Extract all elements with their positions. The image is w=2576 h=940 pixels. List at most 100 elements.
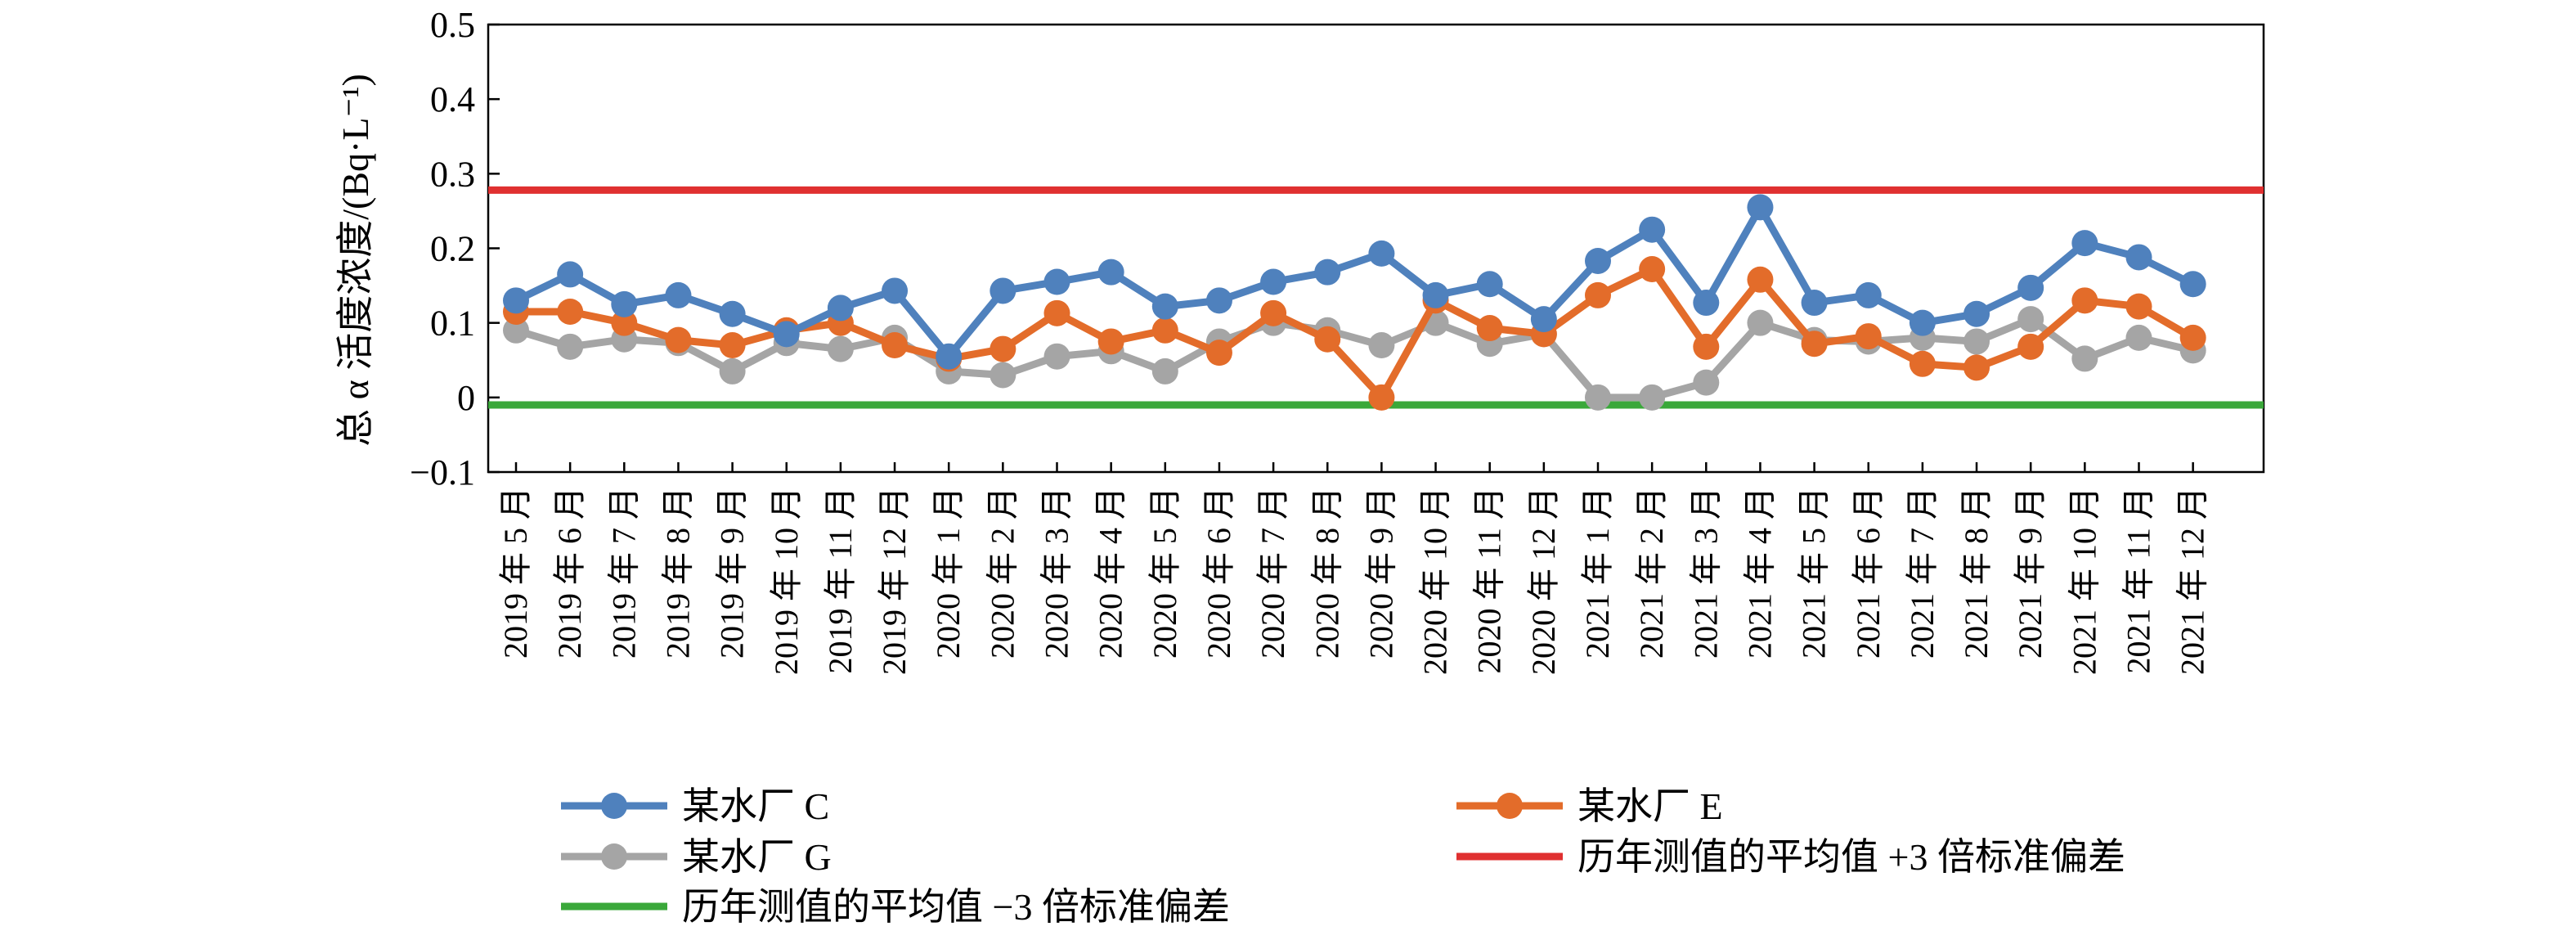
data-point xyxy=(1205,340,1232,367)
legend-label: 某水厂 G xyxy=(682,836,832,878)
data-point xyxy=(773,321,800,348)
x-tick-label: 2020 年 9 月 xyxy=(1362,487,1399,659)
data-point xyxy=(2071,345,2098,372)
legend-entry-3: 某水厂 G xyxy=(561,836,832,878)
x-tick-label: 2020 年 1 月 xyxy=(930,487,967,659)
legend-marker xyxy=(601,793,627,819)
y-tick-label: −0.1 xyxy=(410,452,475,492)
data-point xyxy=(1476,315,1503,342)
data-point xyxy=(882,332,909,359)
y-tick-label: 0.5 xyxy=(430,5,475,45)
y-tick-labels: −0.1 0 0.1 0.2 0.3 0.4 0.5 xyxy=(410,5,475,492)
data-point xyxy=(611,290,638,317)
x-tick-label: 2020 年 2 月 xyxy=(984,487,1021,659)
x-tick-label: 2021 年 1 月 xyxy=(1579,487,1616,659)
data-point xyxy=(665,326,692,353)
data-point xyxy=(1639,216,1666,243)
x-tick-label: 2019 年 5 月 xyxy=(497,487,534,659)
x-tick-label: 2021 年 9 月 xyxy=(2012,487,2049,659)
x-tick-label: 2020 年 10 月 xyxy=(1417,487,1454,675)
data-point xyxy=(1422,281,1449,308)
x-tick-labels: 2019 年 5 月 2019 年 6 月 2019 年 7 月 2019 年 8 月… xyxy=(497,487,2211,675)
legend-entry-4: 历年测值的平均值 +3 倍标准偏差 xyxy=(1456,836,2125,878)
data-point xyxy=(2125,244,2152,271)
legend-label: 某水厂 E xyxy=(1577,785,1723,827)
y-tick-label: 0 xyxy=(457,378,475,418)
x-tick-label: 2020 年 12 月 xyxy=(1525,487,1562,675)
data-point xyxy=(1747,266,1774,293)
data-point xyxy=(557,298,584,325)
data-point xyxy=(719,300,746,327)
data-point xyxy=(1963,328,1990,355)
data-point xyxy=(1151,358,1178,385)
data-point xyxy=(1368,332,1395,359)
data-point xyxy=(1043,299,1070,326)
y-axis-label: 总 α 活度浓度/(Bq·L⁻¹) xyxy=(334,74,376,447)
data-point xyxy=(665,281,692,308)
data-point xyxy=(2125,324,2152,351)
x-tick-label: 2019 年 8 月 xyxy=(659,487,696,659)
data-point xyxy=(2071,230,2098,257)
data-point xyxy=(1585,247,1611,274)
x-tick-label: 2019 年 7 月 xyxy=(605,487,642,659)
data-point xyxy=(1043,343,1070,370)
data-point xyxy=(2017,306,2044,333)
data-point xyxy=(503,317,529,344)
data-point xyxy=(1097,328,1124,355)
data-point xyxy=(1314,259,1341,286)
legend-marker xyxy=(601,843,627,870)
x-tick-label: 2020 年 8 月 xyxy=(1308,487,1345,659)
y-tick-label: 0.2 xyxy=(430,229,475,269)
data-point xyxy=(2017,333,2044,360)
legend-entry-2: 某水厂 E xyxy=(1456,785,1723,827)
data-point xyxy=(719,358,746,385)
axes xyxy=(487,23,2265,474)
data-point xyxy=(1260,299,1287,326)
x-tick-label: 2021 年 2 月 xyxy=(1633,487,1670,659)
data-point xyxy=(2125,293,2152,320)
data-point xyxy=(936,343,963,370)
data-point xyxy=(1476,271,1503,298)
data-point xyxy=(1368,240,1395,267)
x-tick-label: 2021 年 8 月 xyxy=(1958,487,1995,659)
x-tick-label: 2021 年 3 月 xyxy=(1687,487,1724,659)
data-point xyxy=(882,277,909,304)
series-line xyxy=(516,265,2195,402)
data-point xyxy=(2017,274,2044,301)
x-tick-label: 2019 年 9 月 xyxy=(714,487,751,659)
data-point xyxy=(1639,256,1666,283)
x-tick-label: 2019 年 10 月 xyxy=(768,487,805,675)
data-point xyxy=(1693,333,1720,360)
legend-entry-5: 历年测值的平均值 −3 倍标准偏差 xyxy=(561,886,1230,928)
data-point xyxy=(1963,300,1990,327)
series-2 xyxy=(503,256,2206,411)
data-point xyxy=(827,295,854,322)
data-point xyxy=(503,287,529,314)
data-point xyxy=(1639,384,1666,411)
x-tick-label: 2020 年 7 月 xyxy=(1254,487,1291,659)
legend-label: 历年测值的平均值 −3 倍标准偏差 xyxy=(682,886,1230,928)
data-point xyxy=(1909,350,1936,377)
data-point xyxy=(1097,259,1124,286)
data-point xyxy=(1747,194,1774,221)
data-point xyxy=(1043,268,1070,295)
x-tick-label: 2020 年 6 月 xyxy=(1200,487,1237,659)
data-point xyxy=(1314,326,1341,353)
data-point xyxy=(1855,281,1882,308)
data-point xyxy=(1585,281,1611,308)
data-point xyxy=(1205,287,1232,314)
x-tick-label: 2020 年 4 月 xyxy=(1093,487,1129,659)
data-point xyxy=(1801,290,1828,317)
x-tick-label: 2021 年 12 月 xyxy=(2174,487,2211,675)
data-point xyxy=(1693,290,1720,317)
data-point xyxy=(1963,354,1990,381)
data-point xyxy=(2071,287,2098,314)
data-point xyxy=(990,277,1016,304)
data-point xyxy=(2179,324,2206,351)
data-point xyxy=(1693,369,1720,396)
data-point xyxy=(557,261,584,288)
series-1 xyxy=(503,194,2206,370)
x-tick-label: 2021 年 5 月 xyxy=(1796,487,1833,659)
data-point xyxy=(1585,384,1611,411)
data-point xyxy=(1855,323,1882,350)
